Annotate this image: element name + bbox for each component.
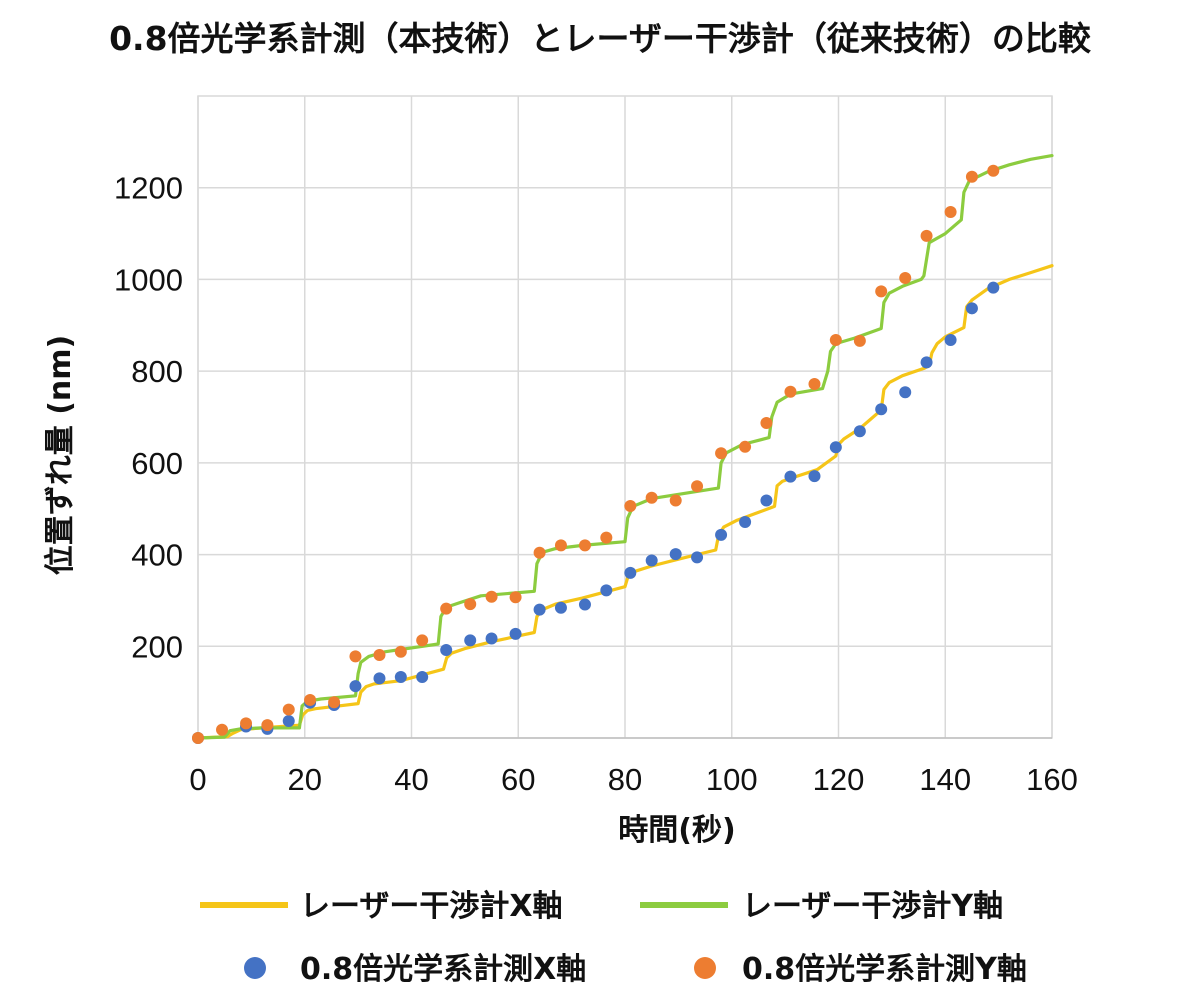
y-tick-label: 600	[131, 446, 183, 481]
plot-layer	[192, 154, 1054, 744]
data-point	[554, 601, 567, 614]
data-point	[715, 447, 728, 460]
data-point	[899, 386, 912, 399]
data-point	[282, 703, 295, 716]
x-tick-label: 140	[919, 762, 971, 797]
data-point	[554, 539, 567, 552]
data-point	[645, 554, 658, 567]
x-tick-label: 100	[706, 762, 758, 797]
chart-title: 0.8倍光学系計測（本技術）とレーザー干渉計（従来技術）の比較	[109, 19, 1091, 58]
x-tick-label: 20	[288, 762, 322, 797]
x-axis-title: 時間(秒)	[618, 813, 735, 848]
grid-layer	[197, 95, 1053, 739]
data-point	[394, 645, 407, 658]
data-point	[965, 170, 978, 183]
data-point	[600, 531, 613, 544]
legend-item: レーザー干渉計Y軸	[640, 889, 1003, 924]
x-tick-label: 40	[394, 762, 428, 797]
data-point	[899, 272, 912, 285]
data-point	[509, 627, 522, 640]
y-axis-title: 位置ずれ量 (nm)	[43, 335, 78, 575]
data-point	[760, 494, 773, 507]
data-point	[328, 696, 341, 709]
data-point	[853, 425, 866, 438]
data-point	[784, 470, 797, 483]
data-point	[624, 499, 637, 512]
data-point	[965, 302, 978, 315]
data-point	[987, 281, 1000, 294]
y-tick-label: 800	[131, 354, 183, 389]
data-point	[808, 377, 821, 390]
x-tick-label: 0	[189, 762, 206, 797]
y-tick-label: 1000	[114, 262, 183, 297]
data-point	[349, 650, 362, 663]
data-point	[416, 671, 429, 684]
data-point	[669, 548, 682, 561]
data-point	[464, 634, 477, 647]
tick-layer: 0 20 40 60 80 100 120 140 160 200 400 600 800 1000 120…	[114, 171, 1078, 797]
data-point	[216, 723, 229, 736]
y-tick-label: 400	[131, 538, 183, 573]
data-point	[373, 672, 386, 685]
x-tick-label: 160	[1026, 762, 1078, 797]
data-point	[829, 333, 842, 346]
data-point	[578, 539, 591, 552]
data-point	[875, 403, 888, 416]
x-tick-label: 80	[608, 762, 642, 797]
data-point	[509, 591, 522, 604]
legend-marker-swatch	[694, 957, 716, 979]
data-point	[373, 648, 386, 661]
data-point	[808, 470, 821, 483]
x-tick-label: 120	[813, 762, 865, 797]
legend-label: 0.8倍光学系計測X軸	[300, 952, 586, 987]
x-tick-label: 60	[501, 762, 535, 797]
data-point	[875, 285, 888, 298]
legend-item: レーザー干渉計X軸	[200, 889, 563, 924]
data-point	[240, 717, 253, 730]
data-point	[485, 632, 498, 645]
data-point	[944, 206, 957, 219]
data-point	[464, 598, 477, 611]
data-point	[192, 732, 204, 744]
y-tick-label: 1200	[114, 171, 183, 206]
y-tick-label: 200	[131, 629, 183, 664]
data-point	[578, 598, 591, 611]
data-point	[304, 693, 317, 706]
data-point	[533, 546, 546, 559]
data-point	[715, 528, 728, 541]
legend-label: レーザー干渉計Y軸	[742, 889, 1003, 924]
data-point	[416, 634, 429, 647]
legend: レーザー干渉計X軸 レーザー干渉計Y軸 0.8倍光学系計測X軸 0.8倍光学系計測Y軸	[200, 889, 1027, 987]
data-point	[829, 441, 842, 454]
data-point	[691, 480, 704, 493]
data-point	[349, 680, 362, 693]
data-point	[440, 643, 453, 656]
data-point	[739, 440, 752, 453]
data-point	[440, 602, 453, 615]
data-point	[739, 516, 752, 529]
data-point	[261, 719, 274, 732]
data-point	[624, 566, 637, 579]
data-point	[853, 334, 866, 347]
data-point	[987, 164, 1000, 177]
data-point	[920, 356, 933, 369]
data-point	[485, 590, 498, 603]
data-point	[282, 715, 295, 728]
data-point	[394, 671, 407, 684]
data-point	[784, 385, 797, 398]
legend-item: 0.8倍光学系計測X軸	[244, 952, 586, 987]
data-point	[669, 494, 682, 507]
legend-label: レーザー干渉計X軸	[300, 889, 563, 924]
data-point	[600, 584, 613, 597]
legend-label: 0.8倍光学系計測Y軸	[742, 952, 1027, 987]
data-point	[944, 333, 957, 346]
data-point	[920, 229, 933, 242]
legend-item: 0.8倍光学系計測Y軸	[694, 952, 1027, 987]
legend-marker-swatch	[244, 957, 266, 979]
data-point	[533, 603, 546, 616]
data-point	[691, 551, 704, 564]
data-point	[760, 416, 773, 429]
data-point	[645, 491, 658, 504]
